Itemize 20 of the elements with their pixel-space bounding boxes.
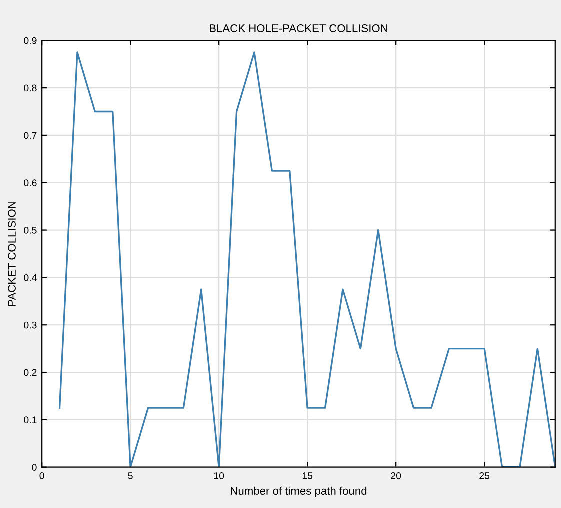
x-tick-label: 20 (391, 472, 402, 480)
y-tick-label: 0.1 (24, 416, 37, 424)
y-tick-label: 0.8 (24, 84, 37, 92)
y-axis-title: PACKET COLLISION (8, 202, 16, 306)
x-tick-label: 25 (480, 472, 490, 480)
y-tick-label: 0.5 (24, 227, 37, 234)
line-series (58, 52, 556, 468)
y-tick-label: 0 (32, 464, 37, 471)
y-tick-label: 0.7 (24, 132, 37, 140)
y-tick-label: 0.2 (24, 369, 37, 376)
y-tick-label: 0.6 (24, 180, 37, 186)
chart-title: BLACK HOLE-PACKET COLLISION (210, 24, 388, 32)
y-tick-label: 0.4 (24, 274, 37, 282)
x-tick-label: 0 (40, 472, 44, 480)
x-tick-label: 5 (128, 472, 133, 480)
x-axis-title: Number of times path found (231, 486, 367, 498)
x-tick-label: 10 (214, 472, 224, 480)
y-tick-label: 0.9 (24, 37, 37, 44)
x-tick-label: 15 (302, 472, 313, 480)
y-tick-label: 0.3 (24, 322, 37, 329)
